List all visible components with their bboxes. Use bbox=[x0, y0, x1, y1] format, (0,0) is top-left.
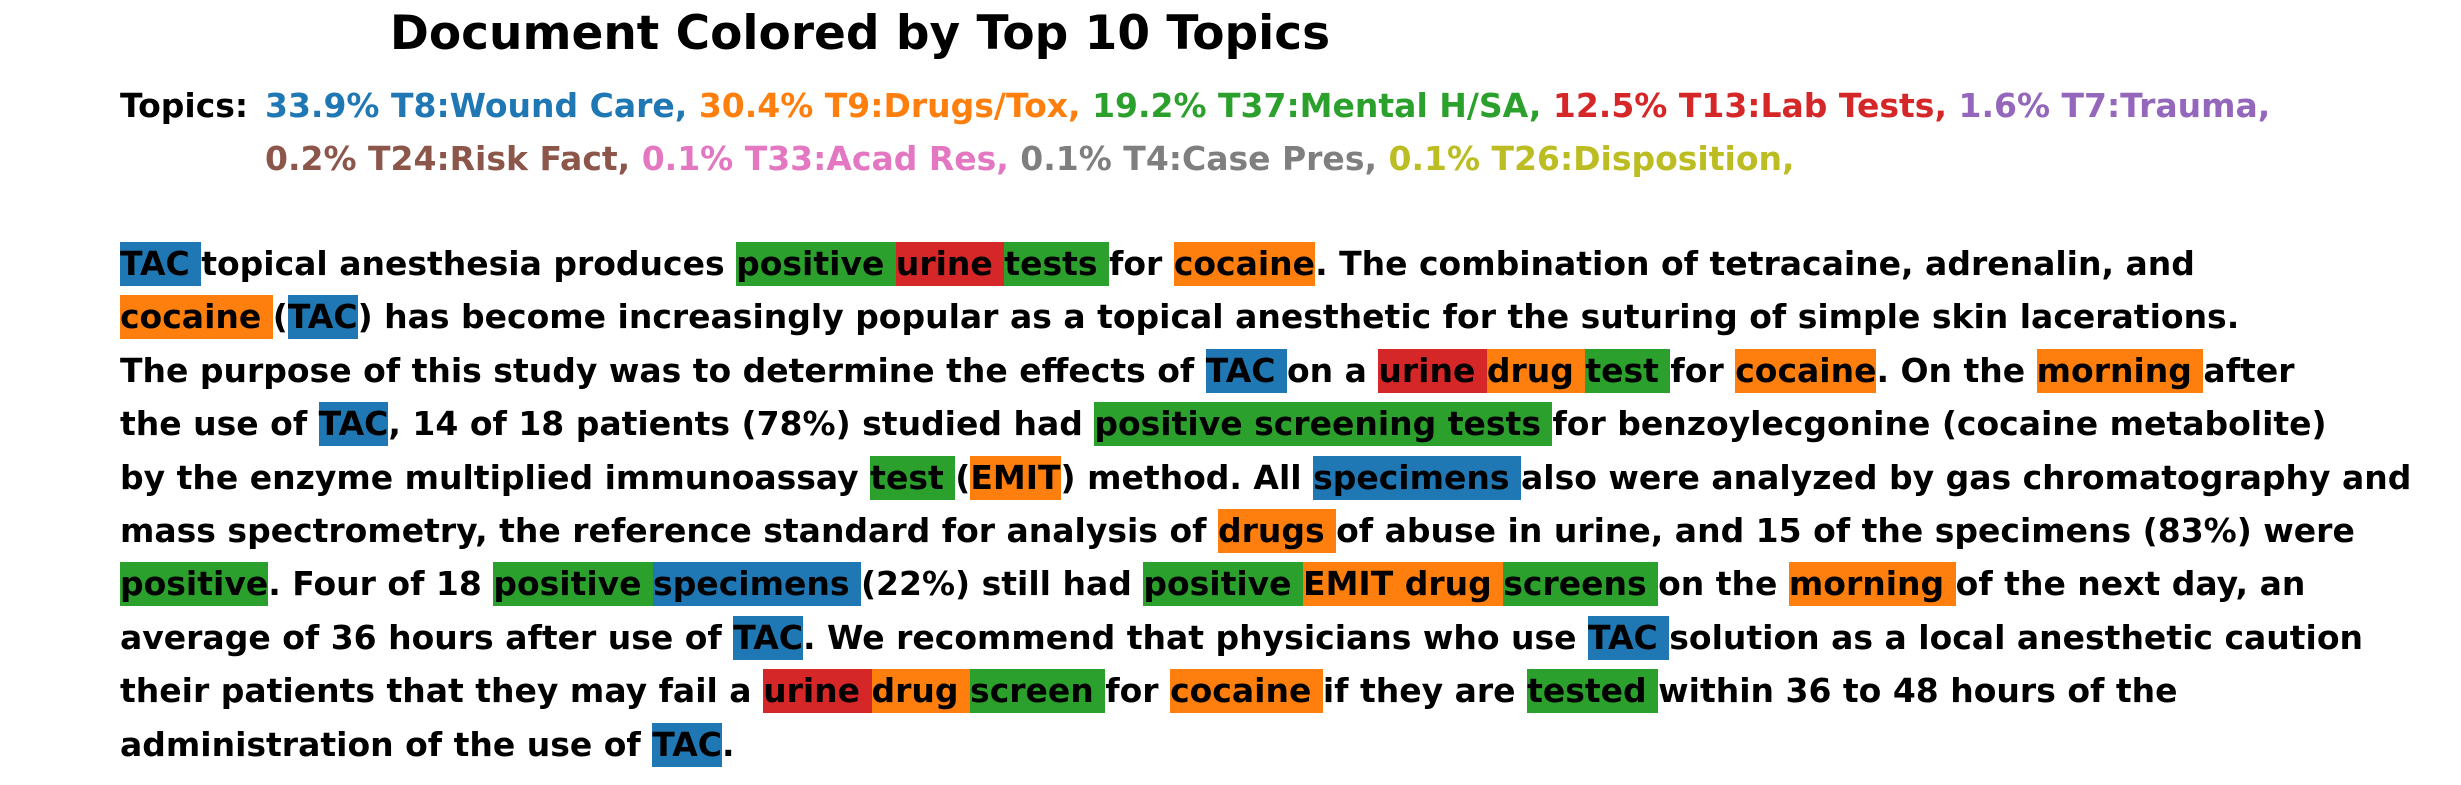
topic-legend-item: 33.9% T8:Wound Care, bbox=[265, 86, 688, 125]
text-line: mass spectrometry, the reference standar… bbox=[120, 504, 2411, 557]
text-segment: . Four of 18 bbox=[268, 564, 494, 604]
text-segment: for bbox=[1109, 244, 1174, 283]
text-segment: ) has become increasingly popular as a t… bbox=[357, 297, 2240, 337]
highlighted-term: EMIT bbox=[970, 455, 1061, 500]
highlighted-term: drug bbox=[1486, 348, 1586, 393]
text-line: average of 36 hours after use of TAC. We… bbox=[120, 611, 2411, 664]
highlighted-term: TAC bbox=[120, 242, 202, 286]
topic-legend-item: 0.1% T33:Acad Res, bbox=[641, 139, 1009, 178]
text-segment: . The combination of tetracaine, adrenal… bbox=[1315, 244, 2195, 283]
text-segment: topical anesthesia produces bbox=[201, 244, 737, 283]
highlighted-term: test bbox=[1585, 348, 1671, 393]
text-line: by the enzyme multiplied immunoassay tes… bbox=[120, 451, 2411, 504]
text-line: the use of TAC, 14 of 18 patients (78%) … bbox=[120, 397, 2411, 450]
highlighted-term: drug bbox=[871, 669, 971, 714]
text-segment: . bbox=[722, 724, 735, 764]
highlighted-term: positive bbox=[120, 562, 269, 607]
topic-legend-item: 1.6% T7:Trauma, bbox=[1958, 86, 2271, 125]
text-segment: average of 36 hours after use of bbox=[120, 617, 734, 657]
topic-legend-item: 12.5% T13:Lab Tests, bbox=[1552, 86, 1947, 125]
text-segment: on a bbox=[1286, 350, 1379, 390]
text-segment: administration of the use of bbox=[120, 724, 653, 764]
text-segment: solution as a local anesthetic caution bbox=[1669, 617, 2364, 657]
topics-legend-line-2: 0.2% T24:Risk Fact, 0.1% T33:Acad Res, 0… bbox=[120, 132, 2270, 185]
highlighted-term: cocaine bbox=[120, 295, 273, 340]
text-segment: (22%) still had bbox=[860, 564, 1144, 604]
text-segment: after bbox=[2203, 350, 2295, 390]
text-segment: mass spectrometry, the reference standar… bbox=[120, 510, 1218, 550]
highlighted-term: cocaine bbox=[1735, 348, 1877, 393]
highlighted-term: TAC bbox=[1205, 348, 1287, 393]
highlighted-term: specimens bbox=[653, 562, 861, 607]
highlighted-term: urine bbox=[895, 242, 1005, 286]
text-segment: their patients that they may fail a bbox=[120, 671, 764, 711]
topic-legend-item: 0.1% T4:Case Pres, bbox=[1020, 139, 1377, 178]
text-segment: the use of bbox=[120, 404, 319, 444]
text-segment: ( bbox=[272, 297, 288, 337]
text-segment: ( bbox=[955, 457, 971, 497]
text-segment: The purpose of this study was to determi… bbox=[120, 350, 1206, 390]
highlighted-term: tests bbox=[1004, 242, 1110, 286]
highlighted-term: morning bbox=[1788, 562, 1956, 607]
highlighted-term: positive screening tests bbox=[1094, 402, 1553, 447]
highlighted-term: EMIT bbox=[1303, 562, 1405, 607]
highlighted-term: tested bbox=[1527, 669, 1659, 714]
topics-line-1-items: 33.9% T8:Wound Care, 30.4% T9:Drugs/Tox,… bbox=[265, 86, 2270, 125]
highlighted-term: TAC bbox=[287, 295, 358, 340]
text-segment: ) method. All bbox=[1060, 457, 1314, 497]
topic-legend-item: 0.1% T26:Disposition, bbox=[1388, 139, 1795, 178]
highlighted-term: positive bbox=[493, 562, 654, 607]
topics-legend-line-1: Topics: 33.9% T8:Wound Care, 30.4% T9:Dru… bbox=[120, 79, 2270, 132]
highlighted-term: test bbox=[870, 455, 956, 500]
highlighted-term: positive bbox=[1143, 562, 1304, 607]
topics-legend: Topics: 33.9% T8:Wound Care, 30.4% T9:Dru… bbox=[120, 79, 2270, 185]
text-segment: for bbox=[1105, 671, 1171, 711]
text-line: administration of the use of TAC. bbox=[120, 718, 2411, 771]
text-line: cocaine (TAC) has become increasingly po… bbox=[120, 290, 2411, 343]
topic-legend-item: 30.4% T9:Drugs/Tox, bbox=[698, 86, 1081, 125]
highlighted-term: drug bbox=[1404, 562, 1504, 607]
text-segment: of the next day, an bbox=[1955, 564, 2306, 604]
highlighted-term: drugs bbox=[1217, 508, 1337, 553]
text-segment: . We recommend that physicians who use bbox=[802, 617, 1589, 657]
text-line: The purpose of this study was to determi… bbox=[120, 344, 2411, 397]
page-title: Document Colored by Top 10 Topics bbox=[389, 6, 1331, 61]
highlighted-term: cocaine bbox=[1170, 669, 1323, 714]
text-segment: of abuse in urine, and 15 of the specime… bbox=[1336, 510, 2355, 550]
highlighted-term: screen bbox=[970, 669, 1106, 714]
text-segment: , 14 of 18 patients (78%) studied had bbox=[388, 404, 1095, 444]
text-segment: within 36 to 48 hours of the bbox=[1658, 671, 2178, 711]
text-segment: . On the bbox=[1876, 350, 2037, 390]
topic-legend-item: 0.2% T24:Risk Fact, bbox=[265, 139, 631, 178]
text-line: TAC topical anesthesia produces positive… bbox=[120, 237, 2411, 290]
topic-legend-item: 19.2% T37:Mental H/SA, bbox=[1092, 86, 1542, 125]
text-segment: also were analyzed by gas chromatography… bbox=[1521, 457, 2412, 497]
topics-label: Topics: bbox=[120, 86, 249, 125]
highlighted-term: TAC bbox=[733, 615, 803, 660]
highlighted-term: TAC bbox=[1588, 615, 1670, 660]
text-line: their patients that they may fail a urin… bbox=[120, 664, 2411, 717]
text-segment: on the bbox=[1658, 564, 1789, 604]
highlighted-term: specimens bbox=[1313, 455, 1521, 500]
highlighted-term: urine bbox=[1378, 348, 1487, 393]
text-line: positive. Four of 18 positive specimens … bbox=[120, 557, 2411, 610]
highlighted-term: positive bbox=[736, 242, 896, 286]
highlighted-term: cocaine bbox=[1173, 242, 1316, 286]
highlighted-term: morning bbox=[2036, 348, 2204, 393]
highlighted-term: TAC bbox=[318, 402, 389, 447]
document-body: TAC topical anesthesia produces positive… bbox=[120, 237, 2411, 771]
text-segment: by the enzyme multiplied immunoassay bbox=[120, 457, 871, 497]
highlighted-term: screens bbox=[1503, 562, 1659, 607]
text-segment: for bbox=[1670, 350, 1736, 390]
highlighted-term: urine bbox=[763, 669, 872, 714]
text-segment: if they are bbox=[1322, 671, 1528, 711]
highlighted-term: TAC bbox=[652, 722, 722, 767]
text-segment: for benzoylecgonine (cocaine metabolite) bbox=[1552, 404, 2327, 444]
